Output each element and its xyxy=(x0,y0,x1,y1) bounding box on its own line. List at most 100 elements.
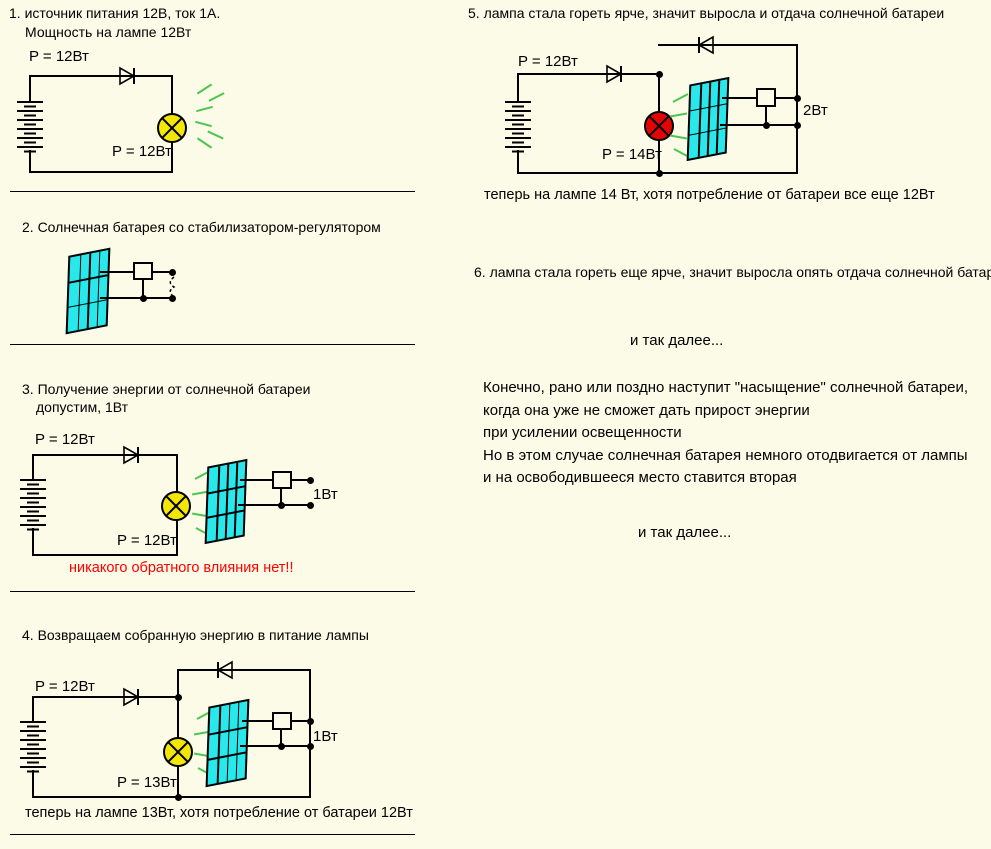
wire xyxy=(100,297,173,299)
reverse-diode-icon xyxy=(697,35,714,55)
regulator-box xyxy=(133,262,153,280)
junction-dot xyxy=(174,793,182,801)
section-6-title: 6. лампа стала гореть еще ярче, значит в… xyxy=(474,264,991,280)
section-4-caption: теперь на лампе 13Вт, хотя потребление о… xyxy=(25,805,413,821)
light-ray-icon xyxy=(196,137,213,149)
lamp-icon xyxy=(161,491,191,521)
divider xyxy=(10,344,415,345)
junction-dot xyxy=(655,169,663,177)
divider xyxy=(10,591,415,592)
junction-dot xyxy=(793,121,801,129)
wire xyxy=(796,44,798,174)
light-ray-icon xyxy=(672,93,689,103)
wire xyxy=(517,73,660,75)
terminal-dot xyxy=(306,476,314,484)
conclusion-line: при усилении освещенности xyxy=(483,424,682,441)
power-label-top: P = 12Вт xyxy=(518,53,578,70)
conclusion-line: Но в этом случае солнечная батарея немно… xyxy=(483,446,968,464)
power-label-top: P = 12Вт xyxy=(35,678,95,695)
wire xyxy=(240,479,272,481)
reverse-diode-icon xyxy=(216,660,233,680)
wire xyxy=(32,454,34,480)
conclusion-line: и на освободившееся место ставится втора… xyxy=(483,469,797,486)
wire xyxy=(240,745,311,747)
regulator-box xyxy=(756,88,776,107)
wire xyxy=(29,75,31,102)
power-label-top: P = 12Вт xyxy=(29,48,89,65)
regulator-box xyxy=(272,471,292,489)
etc-text: и так далее... xyxy=(630,332,724,349)
light-ray-icon xyxy=(196,83,213,95)
power-label-top: P = 12Вт xyxy=(35,431,95,448)
wire xyxy=(29,75,173,77)
wire xyxy=(29,171,173,173)
lamp-icon-red xyxy=(644,111,674,141)
junction-dot xyxy=(174,693,182,701)
diode-icon xyxy=(606,64,623,84)
lamp-power-label: P = 12Вт xyxy=(112,143,172,160)
wire xyxy=(32,696,34,721)
solar-panel-icon xyxy=(205,698,250,788)
section-2-title: 2. Солнечная батарея со стабилизатором-р… xyxy=(22,219,381,235)
wire xyxy=(238,504,311,506)
junction-dot xyxy=(277,501,285,509)
wire xyxy=(722,97,756,99)
wire xyxy=(242,720,272,722)
light-ray-icon xyxy=(207,130,224,140)
diode-icon xyxy=(123,687,140,707)
regulator-box xyxy=(272,712,292,730)
junction-dot xyxy=(793,94,801,102)
wire xyxy=(100,271,133,273)
section-5-caption: теперь на лампе 14 Вт, хотя потребление … xyxy=(484,187,935,203)
wire xyxy=(517,150,519,174)
warning-text: никакого обратного влияния нет!! xyxy=(69,560,294,576)
junction-dot xyxy=(139,294,147,302)
section-1-title-line2: Мощность на лампе 12Вт xyxy=(25,24,192,40)
open-terminals-icon xyxy=(169,276,176,298)
wire xyxy=(292,720,311,722)
lamp-power-label: P = 12Вт xyxy=(117,532,177,549)
wire xyxy=(32,796,311,798)
wire xyxy=(32,554,178,556)
junction-dot xyxy=(306,742,314,750)
terminal-dot xyxy=(306,501,314,509)
battery-icon xyxy=(20,479,46,531)
light-ray-icon xyxy=(196,105,213,113)
lamp-power-label: P = 13Вт xyxy=(117,774,177,791)
wire xyxy=(177,669,179,798)
wire xyxy=(720,124,797,126)
wire xyxy=(29,150,31,173)
wire xyxy=(517,73,519,101)
wire xyxy=(32,696,179,698)
wire xyxy=(658,44,798,46)
battery-icon xyxy=(17,101,43,153)
terminal-dot xyxy=(168,294,176,302)
divider xyxy=(10,191,415,192)
solar-panel-icon xyxy=(204,458,248,545)
junction-dot xyxy=(277,742,285,750)
wire xyxy=(776,97,797,99)
junction-dot xyxy=(306,717,314,725)
section-4-title: 4. Возвращаем собранную энергию в питани… xyxy=(22,627,369,643)
section-1-title-line1: 1. источник питания 12В, ток 1А. xyxy=(9,5,221,21)
light-ray-icon xyxy=(208,92,225,102)
wire xyxy=(32,454,178,456)
conclusion-line: Конечно, рано или поздно наступит "насыщ… xyxy=(483,379,969,396)
wire xyxy=(142,280,144,298)
output-power-label: 1Вт xyxy=(313,728,338,745)
wire xyxy=(177,669,311,671)
divider xyxy=(10,834,415,835)
light-ray-icon xyxy=(195,120,212,128)
battery-icon xyxy=(505,101,531,153)
junction-dot xyxy=(762,121,770,129)
section-5-title: 5. лампа стала гореть ярче, значит вырос… xyxy=(468,5,945,21)
wire xyxy=(153,271,173,273)
lamp-icon xyxy=(163,737,193,767)
wire xyxy=(32,770,34,798)
output-power-label: 1Вт xyxy=(313,486,338,503)
battery-icon xyxy=(20,721,46,773)
diode-icon xyxy=(123,445,140,465)
lamp-power-label: P = 14Вт xyxy=(602,146,662,163)
lamp-icon xyxy=(157,113,187,143)
